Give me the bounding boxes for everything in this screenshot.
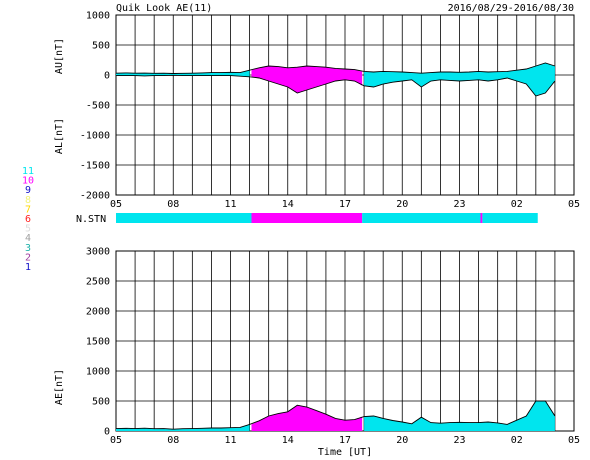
y-tick-label: -1500 <box>80 161 110 172</box>
ae-line <box>115 400 556 430</box>
y-tick-label: 500 <box>92 41 110 52</box>
x-tick-label: 14 <box>282 199 294 210</box>
ae-fill <box>251 405 363 431</box>
ae-fill <box>116 424 250 431</box>
au-fill <box>116 70 250 75</box>
y-tick-label: 0 <box>104 427 110 438</box>
x-tick-label: 02 <box>511 199 523 210</box>
y-tick-label: 500 <box>92 397 110 408</box>
nstn-segment <box>482 213 538 223</box>
ae-fill <box>364 401 555 431</box>
date-range: 2016/08/29-2016/08/30 <box>448 3 574 14</box>
x-tick-label: 08 <box>167 199 179 210</box>
nstn-segment <box>362 213 481 223</box>
y-tick-label: 0 <box>104 71 110 82</box>
plot-frame <box>115 14 575 196</box>
y-tick-label: 1500 <box>86 337 110 348</box>
chart-title: Quik Look AE(11) <box>116 3 212 14</box>
station-key-label: 6 <box>25 214 31 225</box>
y-tick-label: -2000 <box>80 191 110 202</box>
x-tick-label: 20 <box>396 435 408 446</box>
station-key-label: 10 <box>22 176 34 187</box>
station-key-label: 8 <box>25 195 31 206</box>
station-key-label: 9 <box>25 185 31 196</box>
x-tick-label: 11 <box>224 199 236 210</box>
al-line <box>116 74 556 97</box>
nstn-bar <box>116 213 538 223</box>
y-tick-label: 2000 <box>86 307 110 318</box>
station-key-label: 7 <box>25 204 31 215</box>
station-key-label: 4 <box>25 233 31 244</box>
nstn-label: N.STN <box>76 214 106 225</box>
x-tick-label: 08 <box>167 435 179 446</box>
al-fill <box>364 75 555 96</box>
x-tick-label: 05 <box>568 199 580 210</box>
nstn-segment <box>480 213 483 223</box>
ae-axis-label: AE[nT] <box>54 369 65 405</box>
nstn-segment <box>116 213 252 223</box>
x-tick-label: 20 <box>396 199 408 210</box>
au-fill <box>364 63 555 75</box>
x-tick-label: 11 <box>224 435 236 446</box>
x-tick-label: 05 <box>568 435 580 446</box>
station-key-label: 3 <box>25 243 31 254</box>
x-tick-label: 02 <box>511 435 523 446</box>
station-key-label: 2 <box>25 252 31 263</box>
au-axis-label: AU[nT] <box>54 38 65 74</box>
station-key-label: 11 <box>22 166 34 177</box>
y-tick-label: 1000 <box>86 11 110 22</box>
au-line <box>115 62 556 74</box>
station-key-label: 1 <box>25 262 31 273</box>
x-tick-label: 23 <box>453 199 465 210</box>
x-tick-label: 23 <box>453 435 465 446</box>
x-tick-label: 05 <box>110 199 122 210</box>
x-axis-label: Time [UT] <box>318 447 372 458</box>
y-tick-label: -1000 <box>80 131 110 142</box>
station-key-label: 5 <box>25 224 31 235</box>
x-tick-label: 17 <box>339 199 351 210</box>
nstn-segment <box>251 213 363 223</box>
y-tick-label: 3000 <box>86 247 110 258</box>
al-axis-label: AL[nT] <box>54 118 65 154</box>
al-fill <box>251 75 363 93</box>
y-tick-label: 1000 <box>86 367 110 378</box>
y-tick-label: 2500 <box>86 277 110 288</box>
au-fill <box>251 66 363 75</box>
x-tick-label: 05 <box>110 435 122 446</box>
x-tick-label: 17 <box>339 435 351 446</box>
y-tick-label: -500 <box>86 101 110 112</box>
x-tick-label: 14 <box>282 435 294 446</box>
